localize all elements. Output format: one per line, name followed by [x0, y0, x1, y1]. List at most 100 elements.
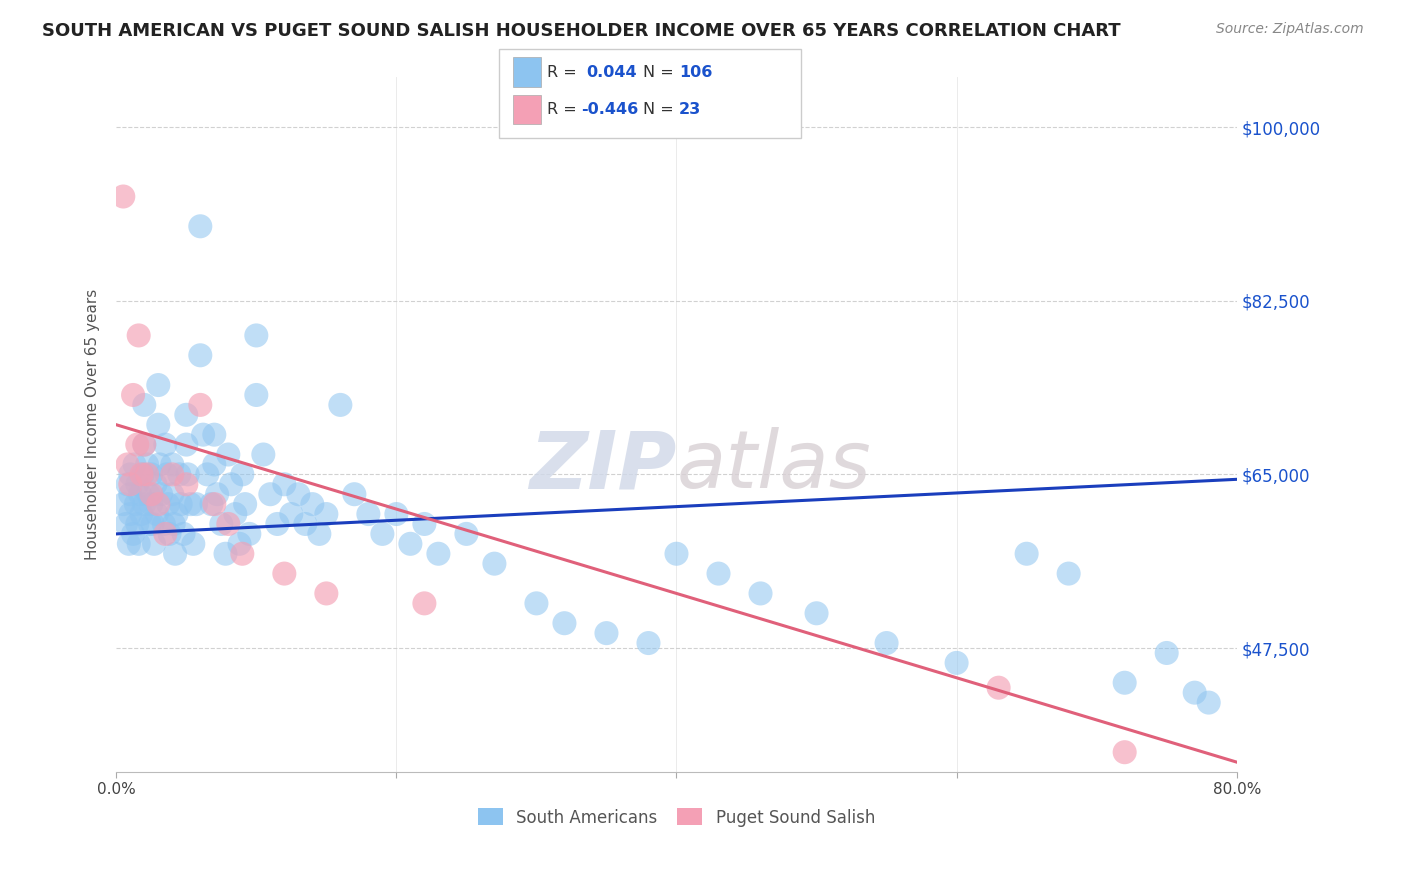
Point	[245, 328, 267, 343]
Point	[120, 507, 142, 521]
Point	[127, 437, 149, 451]
Point	[134, 437, 156, 451]
Point	[122, 388, 145, 402]
Point	[202, 458, 225, 472]
Point	[371, 527, 394, 541]
Point	[134, 398, 156, 412]
Point	[252, 448, 274, 462]
Point	[399, 537, 422, 551]
Point	[176, 437, 198, 451]
Point	[134, 437, 156, 451]
Text: -0.446: -0.446	[581, 103, 638, 117]
Point	[343, 487, 366, 501]
Point	[806, 607, 828, 621]
Point	[146, 507, 169, 521]
Point	[205, 487, 228, 501]
Point	[245, 388, 267, 402]
Text: 23: 23	[679, 103, 702, 117]
Point	[219, 477, 242, 491]
Point	[217, 448, 239, 462]
Point	[128, 537, 150, 551]
Point	[195, 467, 218, 482]
Text: atlas: atlas	[676, 427, 872, 506]
Point	[202, 427, 225, 442]
Point	[707, 566, 730, 581]
Point	[329, 398, 352, 412]
Point	[136, 467, 159, 482]
Point	[118, 537, 141, 551]
Point	[143, 537, 166, 551]
Point	[127, 477, 149, 491]
Point	[1114, 745, 1136, 759]
Point	[315, 586, 337, 600]
Text: 106: 106	[679, 65, 713, 79]
Text: SOUTH AMERICAN VS PUGET SOUND SALISH HOUSEHOLDER INCOME OVER 65 YEARS CORRELATIO: SOUTH AMERICAN VS PUGET SOUND SALISH HOU…	[42, 22, 1121, 40]
Point	[231, 547, 253, 561]
Point	[214, 547, 236, 561]
Point	[166, 507, 188, 521]
Point	[115, 516, 138, 531]
Point	[266, 516, 288, 531]
Point	[413, 596, 436, 610]
Point	[155, 437, 177, 451]
Point	[273, 477, 295, 491]
Point	[162, 458, 184, 472]
Point	[169, 467, 191, 482]
Text: R =: R =	[547, 103, 576, 117]
Point	[188, 348, 211, 362]
Point	[413, 516, 436, 531]
Point	[176, 477, 198, 491]
Point	[127, 516, 149, 531]
Point	[148, 378, 170, 392]
Point	[179, 497, 201, 511]
Point	[165, 547, 187, 561]
Point	[145, 477, 167, 491]
Point	[1156, 646, 1178, 660]
Point	[987, 681, 1010, 695]
Point	[228, 537, 250, 551]
Point	[637, 636, 659, 650]
Point	[134, 497, 156, 511]
Point	[122, 527, 145, 541]
Point	[188, 398, 211, 412]
Point	[224, 507, 246, 521]
Point	[136, 458, 159, 472]
Y-axis label: Householder Income Over 65 years: Householder Income Over 65 years	[86, 289, 100, 560]
Point	[156, 467, 179, 482]
Text: 0.044: 0.044	[586, 65, 637, 79]
Point	[231, 467, 253, 482]
Text: N =: N =	[643, 103, 673, 117]
Point	[427, 547, 450, 561]
Point	[159, 527, 181, 541]
Point	[553, 616, 575, 631]
Point	[1057, 566, 1080, 581]
Point	[142, 516, 165, 531]
Point	[456, 527, 478, 541]
Point	[117, 477, 139, 491]
Text: N =: N =	[643, 65, 673, 79]
Point	[155, 527, 177, 541]
Point	[173, 527, 195, 541]
Point	[202, 497, 225, 511]
Point	[526, 596, 548, 610]
Point	[120, 487, 142, 501]
Point	[120, 467, 142, 482]
Point	[259, 487, 281, 501]
Point	[131, 467, 153, 482]
Point	[129, 487, 152, 501]
Point	[273, 566, 295, 581]
Point	[385, 507, 408, 521]
Point	[162, 487, 184, 501]
Point	[141, 497, 163, 511]
Point	[200, 497, 222, 511]
Point	[157, 497, 180, 511]
Point	[315, 507, 337, 521]
Point	[132, 467, 155, 482]
Point	[1184, 686, 1206, 700]
Point	[665, 547, 688, 561]
Point	[138, 487, 160, 501]
Point	[112, 497, 135, 511]
Point	[308, 527, 330, 541]
Point	[217, 516, 239, 531]
Point	[945, 656, 967, 670]
